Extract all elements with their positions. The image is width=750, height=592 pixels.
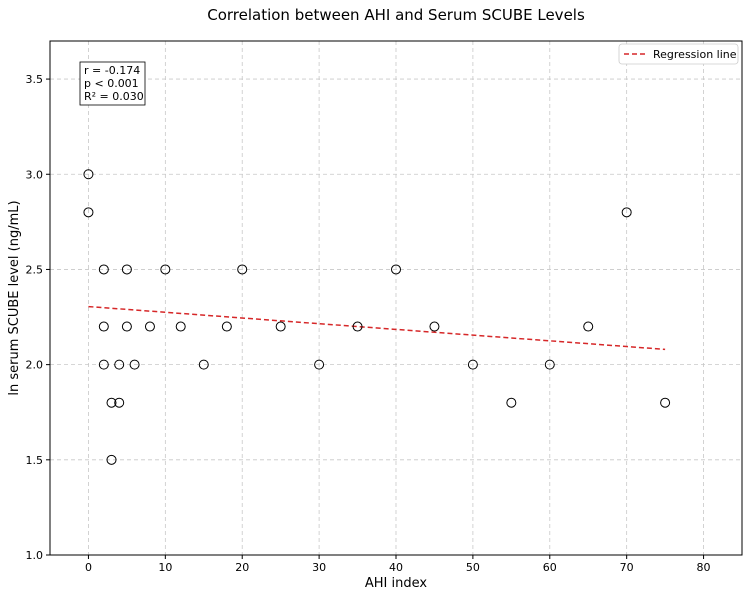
data-point xyxy=(106,397,117,408)
x-tick-label: 50 xyxy=(466,561,480,574)
scatter-points xyxy=(83,169,671,465)
data-point xyxy=(352,321,363,332)
data-point xyxy=(160,264,171,275)
data-point xyxy=(144,321,155,332)
y-tick-label: 2.0 xyxy=(26,359,44,372)
legend-regression-label: Regression line xyxy=(653,48,737,61)
x-tick-label: 0 xyxy=(85,561,92,574)
data-point xyxy=(429,321,440,332)
legend-box xyxy=(618,43,739,65)
data-point xyxy=(660,397,671,408)
data-point xyxy=(583,321,594,332)
x-tick-label: 60 xyxy=(543,561,557,574)
data-point xyxy=(114,397,125,408)
data-point xyxy=(314,359,325,370)
data-point xyxy=(98,359,109,370)
y-axis-ticks: 1.0 1.5 2.0 2.5 3.0 3.5 xyxy=(26,73,50,562)
x-tick-label: 30 xyxy=(312,561,326,574)
data-point xyxy=(83,207,94,218)
data-point xyxy=(83,169,94,180)
data-point xyxy=(129,359,140,370)
stats-r: r = -0.174 xyxy=(84,64,140,77)
x-tick-label: 10 xyxy=(158,561,172,574)
data-point xyxy=(106,454,117,465)
data-point xyxy=(467,359,478,370)
data-point xyxy=(98,321,109,332)
y-tick-label: 3.5 xyxy=(26,73,44,86)
x-tick-label: 40 xyxy=(389,561,403,574)
data-point xyxy=(544,359,555,370)
data-point xyxy=(506,397,517,408)
chart-title: Correlation between AHI and Serum SCUBE … xyxy=(207,6,585,24)
legend: Regression line xyxy=(618,43,739,65)
stats-r-squared: R² = 0.030 xyxy=(84,90,144,103)
x-tick-label: 80 xyxy=(697,561,711,574)
x-axis-label: AHI index xyxy=(365,576,428,591)
data-point xyxy=(221,321,232,332)
stats-annotation-box xyxy=(79,61,146,106)
data-point xyxy=(121,264,132,275)
stats-p: p < 0.001 xyxy=(84,77,139,90)
data-point xyxy=(175,321,186,332)
x-axis-ticks: 0 10 20 30 40 50 60 70 80 xyxy=(85,555,711,574)
data-point xyxy=(114,359,125,370)
y-tick-label: 3.0 xyxy=(26,168,44,181)
y-axis-label: ln serum SCUBE level (ng/mL) xyxy=(7,200,22,395)
data-point xyxy=(275,321,286,332)
data-point xyxy=(198,359,209,370)
y-tick-label: 1.5 xyxy=(26,454,44,467)
stats-annotation: r = -0.174 p < 0.001 R² = 0.030 xyxy=(79,61,146,106)
x-tick-label: 20 xyxy=(235,561,249,574)
regression-line xyxy=(88,305,666,351)
regression-series xyxy=(88,305,666,351)
grid xyxy=(50,41,742,556)
data-point xyxy=(121,321,132,332)
data-point xyxy=(391,264,401,275)
y-tick-label: 1.0 xyxy=(26,549,44,562)
data-point xyxy=(621,207,632,218)
data-point xyxy=(98,264,109,275)
data-point xyxy=(237,264,248,275)
x-tick-label: 70 xyxy=(620,561,634,574)
y-tick-label: 2.5 xyxy=(26,263,44,276)
